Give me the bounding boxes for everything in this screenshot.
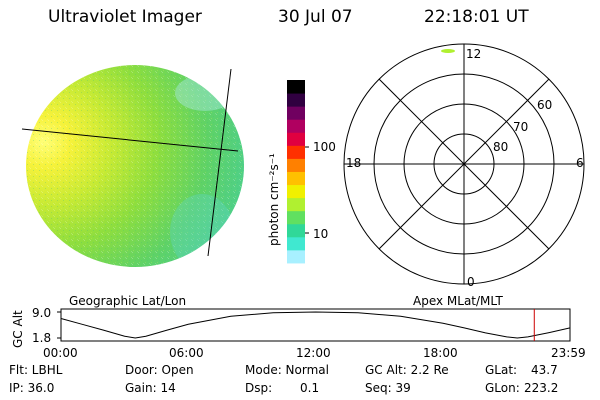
- mlat-70-label: 70: [513, 120, 529, 134]
- glat-label: GLat:: [485, 363, 518, 377]
- gc-alt-axis-label: GC Alt: [11, 310, 25, 348]
- orbit-plot: [57, 308, 571, 342]
- colorbar-segment: [287, 132, 305, 146]
- mlat-60-label: 60: [537, 98, 553, 112]
- door-info: Door: Open: [125, 363, 194, 377]
- colorbar-segment: [287, 158, 305, 172]
- colorbar-segment: [287, 80, 305, 94]
- ip-info: IP: 36.0: [9, 381, 55, 395]
- colorbar-segment: [287, 223, 305, 238]
- geo-longitude-line: [207, 68, 232, 257]
- colorbar: [287, 80, 309, 277]
- colorbar-segment: [287, 106, 305, 120]
- time-label: 22:18:01 UT: [424, 7, 529, 27]
- polar-aurora-patch: [441, 49, 455, 53]
- colorbar-units-label: photon cm⁻²s⁻¹: [267, 153, 281, 246]
- filter-info: Flt: LBHL: [9, 363, 63, 377]
- orbit-plot-frame: [60, 308, 571, 342]
- mlt-12-label: 12: [466, 47, 482, 61]
- colorbar-segment: [287, 171, 305, 186]
- x-tick-0600: 06:00: [169, 346, 204, 360]
- uv-image: [21, 65, 244, 267]
- geographic-label: Geographic Lat/Lon: [69, 294, 187, 308]
- glon-value: 223.2: [524, 381, 559, 395]
- colorbar-segment: [287, 93, 305, 107]
- dsp-value: 0.1: [300, 381, 320, 395]
- apex-label: Apex MLat/MLT: [413, 294, 503, 308]
- colorbar-segment: [287, 184, 305, 199]
- instrument-title: Ultraviolet Imager: [48, 7, 202, 27]
- glon-label: GLon:: [485, 381, 520, 395]
- gc-alt-info: GC Alt: 2.2 Re: [365, 363, 449, 377]
- colorbar-segment: [287, 145, 305, 159]
- colorbar-segment: [287, 197, 305, 212]
- x-tick-2359: 23:59: [551, 346, 586, 360]
- mlt-6-label: 6: [576, 156, 584, 170]
- mlat-80-label: 80: [493, 140, 509, 154]
- gc-altitude-series: [60, 311, 571, 339]
- y-tick-9: 9.0: [32, 306, 52, 320]
- colorbar-segment: [287, 210, 305, 225]
- colorbar-tick-100: 100: [313, 140, 336, 154]
- y-tick-1-8: 1.8: [32, 331, 52, 345]
- x-tick-1800: 18:00: [423, 346, 458, 360]
- geo-latitude-line: [21, 128, 239, 152]
- x-tick-1200: 12:00: [296, 346, 331, 360]
- colorbar-tick-10: 10: [313, 227, 329, 241]
- gain-info: Gain: 14: [125, 381, 176, 395]
- polar-diagonal-2: [378, 78, 550, 250]
- mlt-18-label: 18: [346, 156, 362, 170]
- seq-info: Seq: 39: [365, 381, 411, 395]
- mlt-0-label: 0: [467, 275, 475, 289]
- mode-info: Mode: Normal: [245, 363, 329, 377]
- colorbar-segment: [287, 249, 305, 264]
- colorbar-segment: [287, 262, 305, 277]
- colorbar-segment: [287, 236, 305, 251]
- colorbar-segment: [287, 119, 305, 133]
- date-label: 30 Jul 07: [278, 7, 353, 27]
- polar-plot: [343, 43, 585, 285]
- glat-value: 43.7: [531, 363, 558, 377]
- dsp-label: Dsp:: [245, 381, 273, 395]
- x-tick-0000: 00:00: [43, 346, 78, 360]
